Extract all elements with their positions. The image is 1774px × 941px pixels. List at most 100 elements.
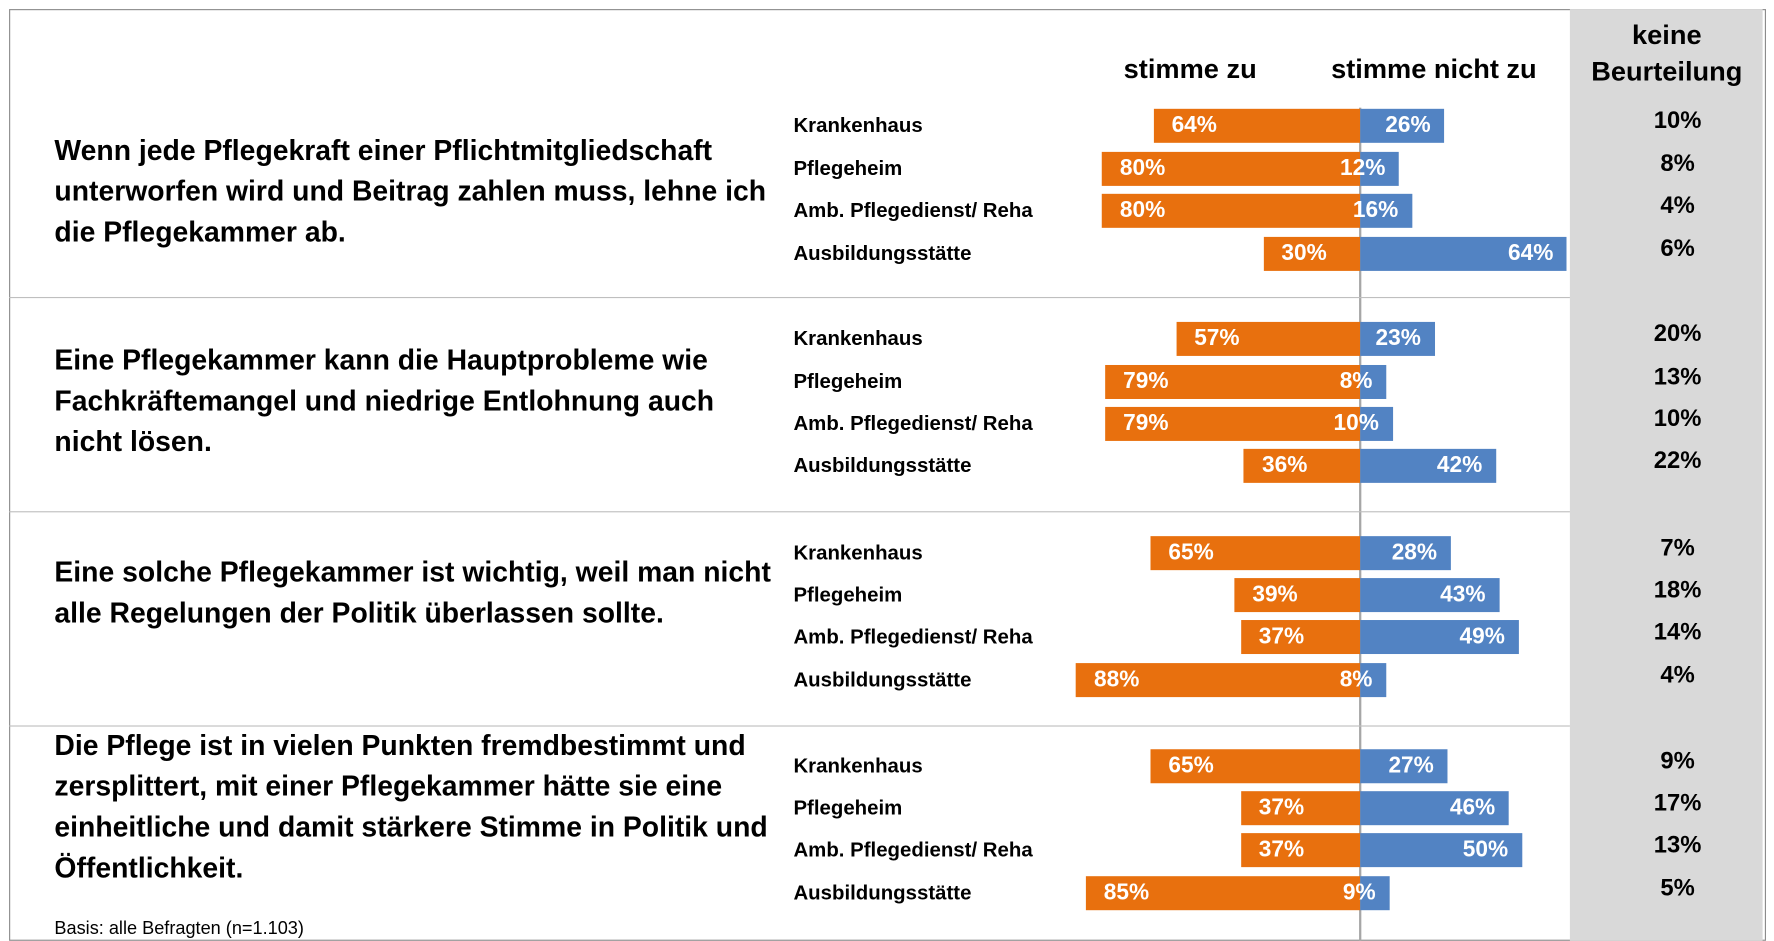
group-separator: [9, 296, 1570, 299]
bar-agree: [1104, 406, 1361, 441]
bar-agree: [1150, 536, 1361, 571]
no-judgement-value: 18%: [1653, 576, 1702, 604]
no-judgement-value: 13%: [1653, 363, 1702, 390]
value-label-agree: 80%: [1119, 155, 1166, 181]
value-label-disagree: 8%: [1339, 368, 1373, 394]
category-label: Amb. Pflegedienst/ Reha: [793, 412, 1033, 435]
value-label-disagree: 64%: [1507, 240, 1554, 266]
bar-disagree: [1360, 791, 1509, 826]
bar-agree: [1101, 193, 1361, 228]
bar-disagree: [1360, 364, 1387, 399]
bar-disagree: [1360, 663, 1387, 698]
value-label-agree: 39%: [1252, 582, 1298, 607]
value-label-disagree: 10%: [1333, 410, 1379, 436]
bar-disagree: [1360, 620, 1519, 655]
value-label-disagree: 43%: [1440, 582, 1486, 607]
bar-disagree: [1360, 406, 1393, 441]
value-label-disagree: 12%: [1339, 155, 1386, 181]
bar-agree: [1176, 321, 1361, 356]
group-separator: [9, 511, 1570, 513]
header-no-judgement: keine Beurteilung: [1591, 20, 1743, 88]
value-label-disagree: 49%: [1459, 623, 1505, 649]
group-separator: [9, 725, 1570, 727]
bar-disagree: [1360, 448, 1496, 483]
bar-agree: [1234, 578, 1361, 613]
value-label-agree: 37%: [1258, 837, 1305, 863]
value-label-disagree: 50%: [1462, 837, 1509, 863]
bar-agree: [1263, 236, 1361, 271]
value-label-agree: 37%: [1258, 795, 1305, 821]
value-label-disagree: 23%: [1375, 325, 1421, 351]
no-judgement-value: 7%: [1660, 535, 1695, 562]
value-label-disagree: 26%: [1385, 112, 1431, 138]
no-judgement-value: 17%: [1653, 790, 1702, 817]
statement: Die Pflege ist in vielen Punkten fremdbe…: [54, 729, 768, 885]
statement: Eine solche Pflegekammer ist wichtig, we…: [54, 556, 771, 630]
no-judgement-value: 4%: [1660, 192, 1695, 219]
bar-disagree: [1360, 108, 1445, 143]
category-label: Krankenhaus: [793, 113, 923, 137]
bar-disagree: [1360, 749, 1448, 784]
category-label: Amb. Pflegedienst/ Reha: [793, 838, 1033, 861]
value-label-disagree: 8%: [1339, 667, 1373, 693]
category-label: Krankenhaus: [793, 754, 923, 778]
bar-disagree: [1360, 876, 1390, 911]
note: Basis: alle Befragten (n=1.103): [54, 919, 304, 939]
no-judgement-value: 4%: [1660, 661, 1695, 689]
value-label-agree: 37%: [1258, 623, 1305, 649]
no-judgement-value: 22%: [1653, 447, 1702, 474]
category-label: Pflegeheim: [793, 583, 903, 606]
header-agree: stimme zu: [1123, 54, 1257, 86]
zero-axis: [1359, 107, 1362, 941]
value-label-agree: 65%: [1168, 753, 1214, 779]
category-label: Amb. Pflegedienst/ Reha: [793, 198, 1033, 222]
no-judgement-column: [1569, 9, 1763, 941]
value-label-agree: 64%: [1171, 112, 1217, 138]
category-label: Pflegeheim: [793, 156, 903, 180]
bar-agree: [1240, 620, 1361, 655]
bar-disagree: [1360, 236, 1567, 271]
value-label-disagree: 16%: [1352, 197, 1399, 223]
no-judgement-value: 10%: [1653, 405, 1702, 432]
bar-disagree: [1360, 833, 1522, 868]
value-label-disagree: 28%: [1391, 540, 1438, 566]
value-label-agree: 30%: [1281, 240, 1327, 266]
bar-agree: [1104, 364, 1361, 399]
category-label: Krankenhaus: [793, 541, 923, 564]
bar-disagree: [1360, 151, 1399, 186]
bar-agree: [1240, 791, 1361, 826]
category-label: Pflegeheim: [793, 796, 903, 819]
no-judgement-value: 10%: [1653, 107, 1702, 134]
value-label-agree: 88%: [1094, 667, 1140, 693]
bar-agree: [1101, 151, 1361, 186]
category-label: Ausbildungsstätte: [793, 242, 972, 265]
bar-disagree: [1360, 578, 1500, 613]
bar-agree: [1085, 876, 1361, 911]
no-judgement-value: 14%: [1653, 618, 1702, 645]
bar-agree: [1150, 749, 1361, 784]
value-label-agree: 79%: [1123, 368, 1169, 394]
category-label: Ausbildungsstätte: [793, 668, 972, 691]
category-label: Pflegeheim: [793, 370, 903, 393]
no-judgement-value: 9%: [1660, 748, 1695, 775]
value-label-disagree: 46%: [1449, 795, 1496, 821]
no-judgement-value: 13%: [1653, 831, 1702, 859]
value-label-disagree: 42%: [1436, 452, 1483, 478]
bar-agree: [1075, 663, 1361, 698]
category-label: Amb. Pflegedienst/ Reha: [793, 625, 1033, 648]
statement: Eine Pflegekammer kann die Hauptprobleme…: [54, 344, 715, 458]
value-label-agree: 36%: [1262, 452, 1308, 478]
no-judgement-value: 20%: [1653, 320, 1702, 347]
value-label-disagree: 9%: [1342, 880, 1376, 906]
value-label-agree: 57%: [1194, 325, 1240, 351]
bar-disagree: [1360, 193, 1412, 228]
bar-agree: [1240, 833, 1361, 868]
value-label-disagree: 27%: [1388, 753, 1434, 779]
bar-disagree: [1360, 321, 1435, 356]
value-label-agree: 65%: [1168, 540, 1214, 566]
bar-agree: [1153, 108, 1361, 143]
value-label-agree: 80%: [1119, 197, 1166, 223]
no-judgement-value: 5%: [1660, 875, 1695, 902]
